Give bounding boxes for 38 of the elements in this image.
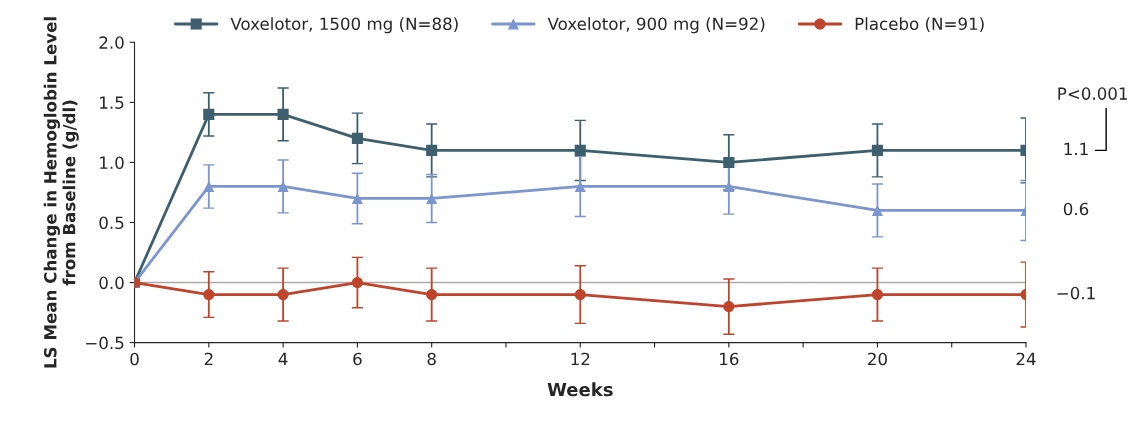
point: [723, 156, 735, 168]
point: [277, 289, 289, 301]
x-axis-title: Weeks: [547, 382, 613, 397]
x-tick-label: 16: [720, 352, 739, 366]
x-tick-label: 24: [1016, 352, 1036, 366]
x-tick-label: 2: [204, 352, 213, 366]
legend-label: Voxelotor, 900 mg (N=92): [547, 17, 765, 34]
x-tick-label: 4: [278, 352, 288, 366]
point: [426, 144, 438, 156]
y-tick-label: 1.5: [100, 96, 124, 109]
text: 0.6: [1063, 202, 1089, 216]
y-tick-label: 2.0: [99, 36, 124, 49]
y-tick-label: −0.5: [86, 336, 124, 350]
point: [203, 289, 215, 301]
point: [871, 289, 883, 301]
y-tick-label: 0.0: [99, 276, 124, 290]
point: [723, 301, 735, 313]
point: [426, 289, 438, 301]
point: [574, 289, 586, 301]
point: [351, 277, 363, 289]
y-tick-label: 0.5: [99, 216, 124, 230]
x-tick-label: 20: [868, 352, 887, 366]
point: [574, 144, 586, 156]
x-tick-label: 6: [353, 352, 362, 366]
x-tick-label: 12: [571, 352, 590, 366]
point: [277, 108, 289, 120]
y-axis-title: LS Mean Change in Hemoglobin Level from Baseline (g/dl): [43, 17, 79, 368]
text: −0.1: [1057, 286, 1095, 300]
x-tick-label: 0: [130, 352, 139, 366]
point: [203, 108, 215, 120]
legend-label: Placebo (N=91): [855, 17, 984, 33]
text: 1.1: [1064, 142, 1088, 156]
legend-label: Voxelotor, 1500 mg (N=88): [230, 17, 458, 34]
text: P<0.001: [1058, 87, 1127, 100]
point: [871, 144, 883, 156]
x-tick-label: 8: [427, 352, 436, 366]
y-tick-label: 1.0: [100, 156, 124, 169]
point: [351, 132, 363, 144]
